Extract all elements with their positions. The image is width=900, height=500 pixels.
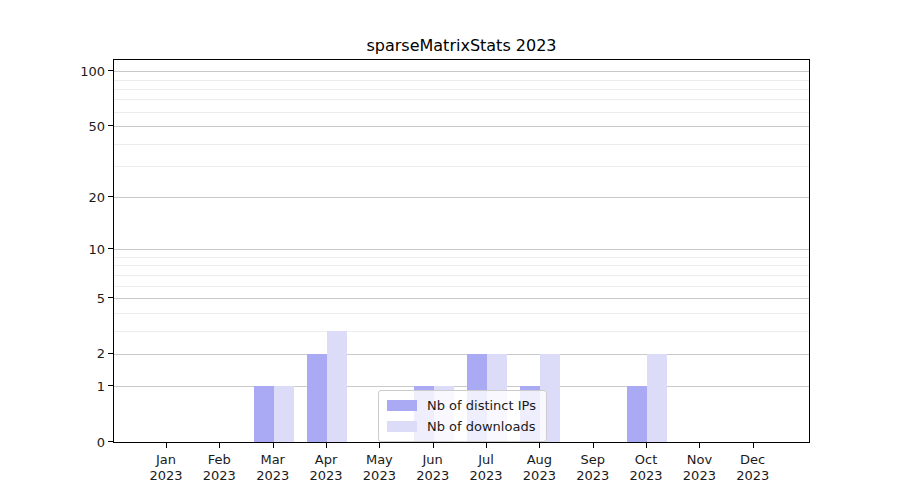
x-axis-label: Oct 2023 — [630, 452, 663, 484]
legend-label-distinct-ips: Nb of distinct IPs — [427, 398, 536, 413]
y-axis-tick — [108, 441, 113, 442]
chart-figure: sparseMatrixStats 2023 Nb of distinct IP… — [0, 0, 900, 500]
bar-distinct-ips-apr — [307, 354, 327, 442]
y-axis-label: 20 — [0, 189, 105, 204]
x-axis-tick — [486, 443, 487, 448]
x-axis-tick — [753, 443, 754, 448]
chart-title: sparseMatrixStats 2023 — [113, 36, 810, 55]
legend-label-downloads: Nb of downloads — [427, 419, 535, 434]
gridline-minor — [114, 265, 809, 266]
gridline-minor — [114, 99, 809, 100]
x-axis-tick — [699, 443, 700, 448]
y-axis-label: 100 — [0, 63, 105, 78]
x-axis-label: May 2023 — [363, 452, 396, 484]
y-axis-label: 10 — [0, 241, 105, 256]
legend: Nb of distinct IPs Nb of downloads — [378, 390, 547, 442]
gridline-minor — [114, 80, 809, 81]
y-axis-label: 2 — [0, 346, 105, 361]
y-axis-tick — [108, 125, 113, 126]
x-axis-label: Apr 2023 — [309, 452, 342, 484]
gridline-major — [114, 71, 809, 72]
gridline-major — [114, 298, 809, 299]
x-axis-label: Dec 2023 — [736, 452, 769, 484]
x-axis-label: Jul 2023 — [469, 452, 502, 484]
y-axis-label: 1 — [0, 378, 105, 393]
gridline-major — [114, 126, 809, 127]
legend-swatch-downloads — [387, 421, 417, 432]
gridline-minor — [114, 275, 809, 276]
x-axis-label: Jan 2023 — [149, 452, 182, 484]
y-axis-label: 5 — [0, 290, 105, 305]
gridline-major — [114, 354, 809, 355]
x-axis-tick — [273, 443, 274, 448]
gridline-major — [114, 386, 809, 387]
gridline-major — [114, 249, 809, 250]
x-axis-label: Nov 2023 — [683, 452, 716, 484]
legend-entry-downloads: Nb of downloads — [387, 419, 536, 434]
gridline-minor — [114, 286, 809, 287]
legend-swatch-distinct-ips — [387, 400, 417, 411]
x-axis-tick — [219, 443, 220, 448]
plot-area: Nb of distinct IPs Nb of downloads — [113, 59, 810, 443]
x-axis-tick — [433, 443, 434, 448]
bar-downloads-oct — [647, 354, 667, 442]
y-axis-tick — [108, 353, 113, 354]
y-axis-tick — [108, 297, 113, 298]
gridline-minor — [114, 166, 809, 167]
gridline-minor — [114, 144, 809, 145]
gridline-minor — [114, 112, 809, 113]
x-axis-label: Jun 2023 — [416, 452, 449, 484]
x-axis-label: Sep 2023 — [576, 452, 609, 484]
y-axis-label: 0 — [0, 434, 105, 449]
x-axis-tick — [326, 443, 327, 448]
gridline-minor — [114, 313, 809, 314]
y-axis-label: 50 — [0, 118, 105, 133]
y-axis-tick — [108, 385, 113, 386]
y-axis-tick — [108, 196, 113, 197]
x-axis-label: Feb 2023 — [203, 452, 236, 484]
y-axis-tick — [108, 70, 113, 71]
x-axis-label: Aug 2023 — [523, 452, 556, 484]
bar-downloads-mar — [274, 386, 294, 442]
bar-downloads-apr — [327, 331, 347, 442]
gridline-minor — [114, 257, 809, 258]
y-axis-tick — [108, 248, 113, 249]
gridline-minor — [114, 89, 809, 90]
x-axis-tick — [646, 443, 647, 448]
bar-distinct-ips-mar — [254, 386, 274, 442]
bar-distinct-ips-oct — [627, 386, 647, 442]
gridline-major — [114, 197, 809, 198]
x-axis-tick — [379, 443, 380, 448]
x-axis-tick — [166, 443, 167, 448]
gridline-minor — [114, 331, 809, 332]
legend-entry-distinct-ips: Nb of distinct IPs — [387, 398, 536, 413]
x-axis-tick — [539, 443, 540, 448]
x-axis-label: Mar 2023 — [256, 452, 289, 484]
x-axis-tick — [593, 443, 594, 448]
